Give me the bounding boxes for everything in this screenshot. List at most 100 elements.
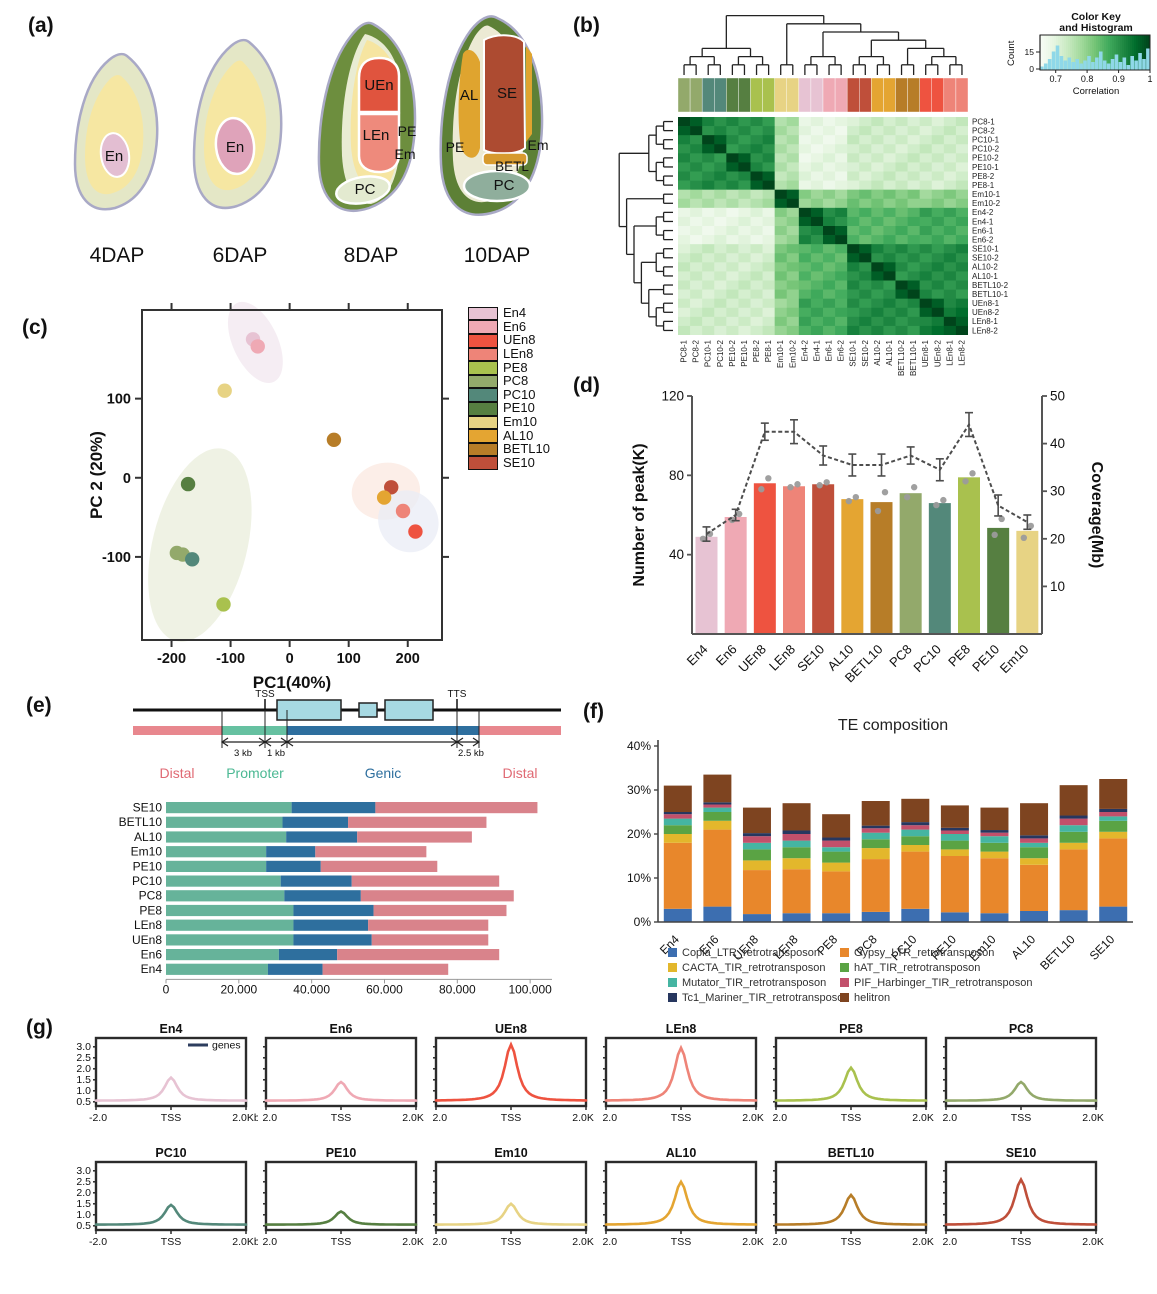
row-dendrogram [618,120,673,332]
svg-text:LEn8-1: LEn8-1 [972,317,998,326]
svg-text:2.0Kb: 2.0Kb [232,1112,258,1124]
svg-text:SE10: SE10 [1006,1146,1037,1160]
svg-text:-2.0: -2.0 [89,1236,107,1248]
svg-text:PC10: PC10 [155,1146,186,1160]
svg-text:-2.0: -2.0 [432,1236,447,1248]
label-en-4dap: En [105,148,123,165]
correlation-heatmap [678,117,968,335]
svg-text:UEn8-1: UEn8-1 [921,339,930,367]
region-promoter-label: Promoter [226,765,284,781]
pca-legend-label: PC8 [503,373,529,389]
pca-legend-swatch [468,347,498,362]
svg-text:SE10: SE10 [1087,932,1118,963]
svg-text:BETL10-1: BETL10-1 [909,339,918,376]
pca-legend-swatch [468,429,498,443]
pca-legend-label: En4 [503,305,527,321]
svg-text:PC8-2: PC8-2 [692,339,701,362]
svg-text:PC10-1: PC10-1 [704,339,713,367]
svg-text:Em10-1: Em10-1 [776,339,785,368]
svg-text:PE8-2: PE8-2 [752,339,761,362]
pca-legend-item-SE10: SE10 [468,456,550,470]
svg-text:1.0: 1.0 [76,1085,91,1097]
pca-legend-item-UEn8: UEn8 [468,333,550,348]
svg-text:100: 100 [107,392,131,408]
seed-development-diagram: En En UEn LEn PE Em PC [73,15,549,267]
svg-text:2.0Kb: 2.0Kb [572,1112,594,1124]
svg-text:PE8: PE8 [839,1022,863,1036]
dist-25kb-label: 2.5 kb [458,748,484,759]
svg-text:3.0: 3.0 [76,1041,91,1053]
svg-text:TSS: TSS [331,1112,351,1124]
tss-profile-En4: En4 0.5 1.0 1.5 2.0 2.5 3.0 -2.0 TSS 2.0Kb genes [66,1022,258,1128]
svg-text:PE10-1: PE10-1 [972,163,999,172]
svg-text:PE8: PE8 [139,903,162,917]
tts-label: TTS [448,690,467,700]
tss-profile-LEn8: LEn8 -2.0 TSS 2.0Kb [602,1022,764,1128]
svg-text:AL10: AL10 [1008,932,1038,962]
svg-text:0.5: 0.5 [76,1220,91,1232]
svg-text:80: 80 [669,468,684,483]
svg-text:genes: genes [212,1040,241,1052]
label-pe-8dap: PE [398,123,417,139]
svg-text:2.0: 2.0 [76,1063,91,1075]
pca-legend-swatch [468,388,498,402]
label-em-8dap: Em [395,146,416,162]
pca-legend-label: En6 [503,318,527,334]
pca-legend-swatch [468,306,498,321]
svg-text:TSS: TSS [671,1236,691,1248]
column-dendrogram [683,14,963,75]
svg-text:2.0Kb: 2.0Kb [1082,1236,1104,1248]
svg-text:PIF_Harbinger_TIR_retrotranspo: PIF_Harbinger_TIR_retrotransposon [854,977,1033,989]
svg-text:PC8-1: PC8-1 [680,339,689,362]
svg-text:UEn8: UEn8 [132,933,162,947]
svg-text:PC10-1: PC10-1 [972,136,1000,145]
pca-legend-label: LEn8 [503,346,534,362]
svg-text:En4-1: En4-1 [812,339,821,361]
svg-text:120: 120 [661,389,684,404]
svg-text:Em10-1: Em10-1 [972,190,1001,199]
pca-legend-swatch [468,374,498,389]
svg-text:2.5: 2.5 [76,1176,91,1188]
svg-text:Em10-2: Em10-2 [972,199,1001,208]
svg-text:BETL10: BETL10 [1037,932,1078,973]
svg-text:0: 0 [163,982,170,994]
svg-text:SE10-1: SE10-1 [849,339,858,366]
svg-text:TSS: TSS [161,1236,181,1248]
peak-distribution-chart: SE10BETL10AL10Em10PE10PC10PC8PE8LEn8UEn8… [119,801,553,995]
svg-text:40%: 40% [627,739,651,753]
svg-text:hAT_TIR_retrotransposon: hAT_TIR_retrotransposon [854,962,980,974]
svg-text:AL10: AL10 [666,1146,697,1160]
color-key-xlabel: Correlation [1073,86,1119,97]
svg-text:0: 0 [286,651,294,667]
pca-legend-label: AL10 [503,427,534,443]
svg-text:LEn8: LEn8 [134,918,162,932]
svg-text:1.5: 1.5 [76,1074,91,1086]
region-genic-label: Genic [365,765,402,781]
svg-text:BETL10-2: BETL10-2 [972,281,1009,290]
panel-label-g: (g) [26,1016,53,1039]
heatmap-row-labels: PC8-1PC8-2PC10-1PC10-2PE10-2PE10-1PE8-2P… [972,117,1009,335]
svg-text:PE10: PE10 [133,859,163,873]
svg-text:AL10-1: AL10-1 [972,272,998,281]
svg-text:PC8-1: PC8-1 [972,117,995,126]
svg-text:PE10: PE10 [326,1146,357,1160]
pca-legend-label: BETL10 [503,441,550,457]
svg-text:10%: 10% [627,871,651,885]
svg-text:PC 2 (20%): PC 2 (20%) [87,431,106,519]
label-len-8dap: LEn [363,127,390,144]
svg-text:En4: En4 [141,962,163,976]
svg-text:BETL10-2: BETL10-2 [897,339,906,376]
svg-text:PE8: PE8 [945,642,973,670]
label-pc-10dap: PC [494,177,515,194]
tss-profile-Em10: Em10 -2.0 TSS 2.0Kb [432,1146,594,1252]
label-uen-8dap: UEn [364,77,393,94]
svg-text:PC10: PC10 [132,874,162,888]
svg-text:TSS: TSS [161,1112,181,1124]
svg-text:2.0Kb: 2.0Kb [912,1236,934,1248]
svg-text:LEn8-2: LEn8-2 [972,326,998,335]
svg-text:2.5: 2.5 [76,1052,91,1064]
svg-text:TSS: TSS [671,1112,691,1124]
svg-text:-2.0: -2.0 [432,1112,447,1124]
tss-label: TSS [255,690,275,700]
pca-legend-item-En4: En4 [468,305,550,321]
